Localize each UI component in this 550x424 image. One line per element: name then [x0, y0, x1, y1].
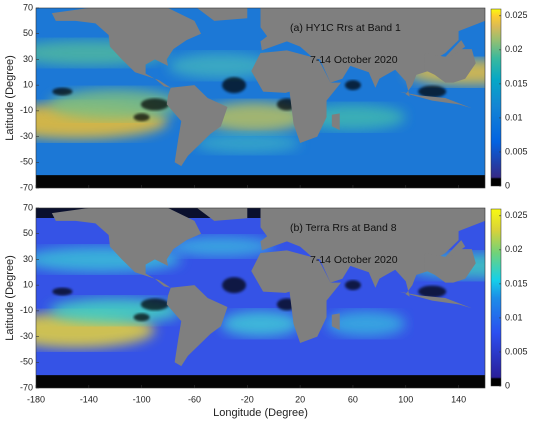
x-tick-label: -60	[188, 394, 201, 404]
y-tick-label: 30	[23, 254, 33, 264]
y-axis-label: Latitude (Degree)	[4, 55, 16, 141]
ocean-pattern	[168, 236, 274, 257]
cloud-gap	[140, 98, 169, 111]
frame	[35, 207, 486, 389]
cloud-gap	[52, 287, 73, 296]
colorbar	[490, 208, 502, 387]
colorbar-tick-label: 0	[505, 380, 510, 390]
map	[36, 208, 485, 388]
cloud-gap	[418, 285, 447, 298]
cloud-gap	[222, 77, 247, 94]
y-tick-label: -70	[20, 382, 33, 392]
y-tick-label: -30	[20, 331, 33, 341]
colorbar	[490, 8, 502, 187]
colorbar-tick-label: 0.02	[505, 244, 523, 254]
x-tick-label: -140	[80, 394, 98, 404]
ocean-pattern	[220, 310, 301, 337]
cloud-gap	[222, 277, 247, 294]
cloud-gap	[52, 87, 73, 96]
ocean-pattern	[326, 310, 406, 337]
cloud-gap	[140, 298, 169, 311]
frame	[35, 7, 486, 189]
ocean-pattern	[194, 132, 301, 154]
y-axis-label: Latitude (Degree)	[4, 255, 16, 341]
x-tick-label: 20	[295, 394, 305, 404]
y-tick-label: 10	[23, 80, 33, 90]
x-axis-label: Longitude (Degree)	[213, 407, 308, 419]
colorbar-tick-label: 0.025	[505, 210, 528, 220]
x-tick-label: -100	[133, 394, 151, 404]
y-tick-label: -10	[20, 305, 33, 315]
colorbar-tick-label: 0.01	[505, 112, 523, 122]
cloud-gap	[344, 280, 361, 291]
panel-title: (b) Terra Rrs at Band 8	[290, 222, 397, 234]
ocean-pattern	[168, 53, 274, 79]
map	[36, 8, 485, 188]
x-tick-label: -20	[241, 394, 254, 404]
y-tick-label: -50	[20, 357, 33, 367]
polar-band	[36, 375, 485, 388]
colorbar-tick-label: 0.015	[505, 278, 528, 288]
y-tick-label: 30	[23, 54, 33, 64]
y-tick-label: 10	[23, 280, 33, 290]
colorbar-tick-label: 0.02	[505, 44, 523, 54]
ocean-pattern	[300, 104, 406, 131]
y-tick-label: -70	[20, 182, 33, 192]
y-tick-label: 50	[23, 28, 33, 38]
x-tick-label: 140	[451, 394, 466, 404]
x-tick-label: 60	[348, 394, 358, 404]
ocean-pattern	[201, 101, 307, 133]
panel-date: 7-14 October 2020	[310, 54, 398, 66]
cloud-gap	[418, 85, 447, 98]
x-tick-label: 100	[398, 394, 413, 404]
colorbar-tick-label: 0.005	[505, 346, 528, 356]
colorbar-tick-label: 0.005	[505, 146, 528, 156]
y-tick-label: 70	[23, 202, 33, 212]
colorbar-tick-label: 0	[505, 180, 510, 190]
panel-title: (a) HY1C Rrs at Band 1	[290, 22, 401, 34]
polar-band	[36, 175, 485, 188]
colorbar-tick-label: 0.025	[505, 10, 528, 20]
colorbar-tick-label: 0.01	[505, 312, 523, 322]
panel-date: 7-14 October 2020	[310, 254, 398, 266]
y-tick-label: -30	[20, 131, 33, 141]
y-tick-label: 50	[23, 228, 33, 238]
cloud-gap	[344, 80, 361, 91]
cloud-gap	[133, 113, 150, 122]
x-tick-label: -180	[27, 394, 45, 404]
cloud-gap	[133, 313, 150, 322]
y-tick-label: 70	[23, 2, 33, 12]
y-tick-label: -50	[20, 157, 33, 167]
colorbar-tick-label: 0.015	[505, 78, 528, 88]
y-tick-label: -10	[20, 105, 33, 115]
ocean-pattern	[49, 89, 182, 120]
